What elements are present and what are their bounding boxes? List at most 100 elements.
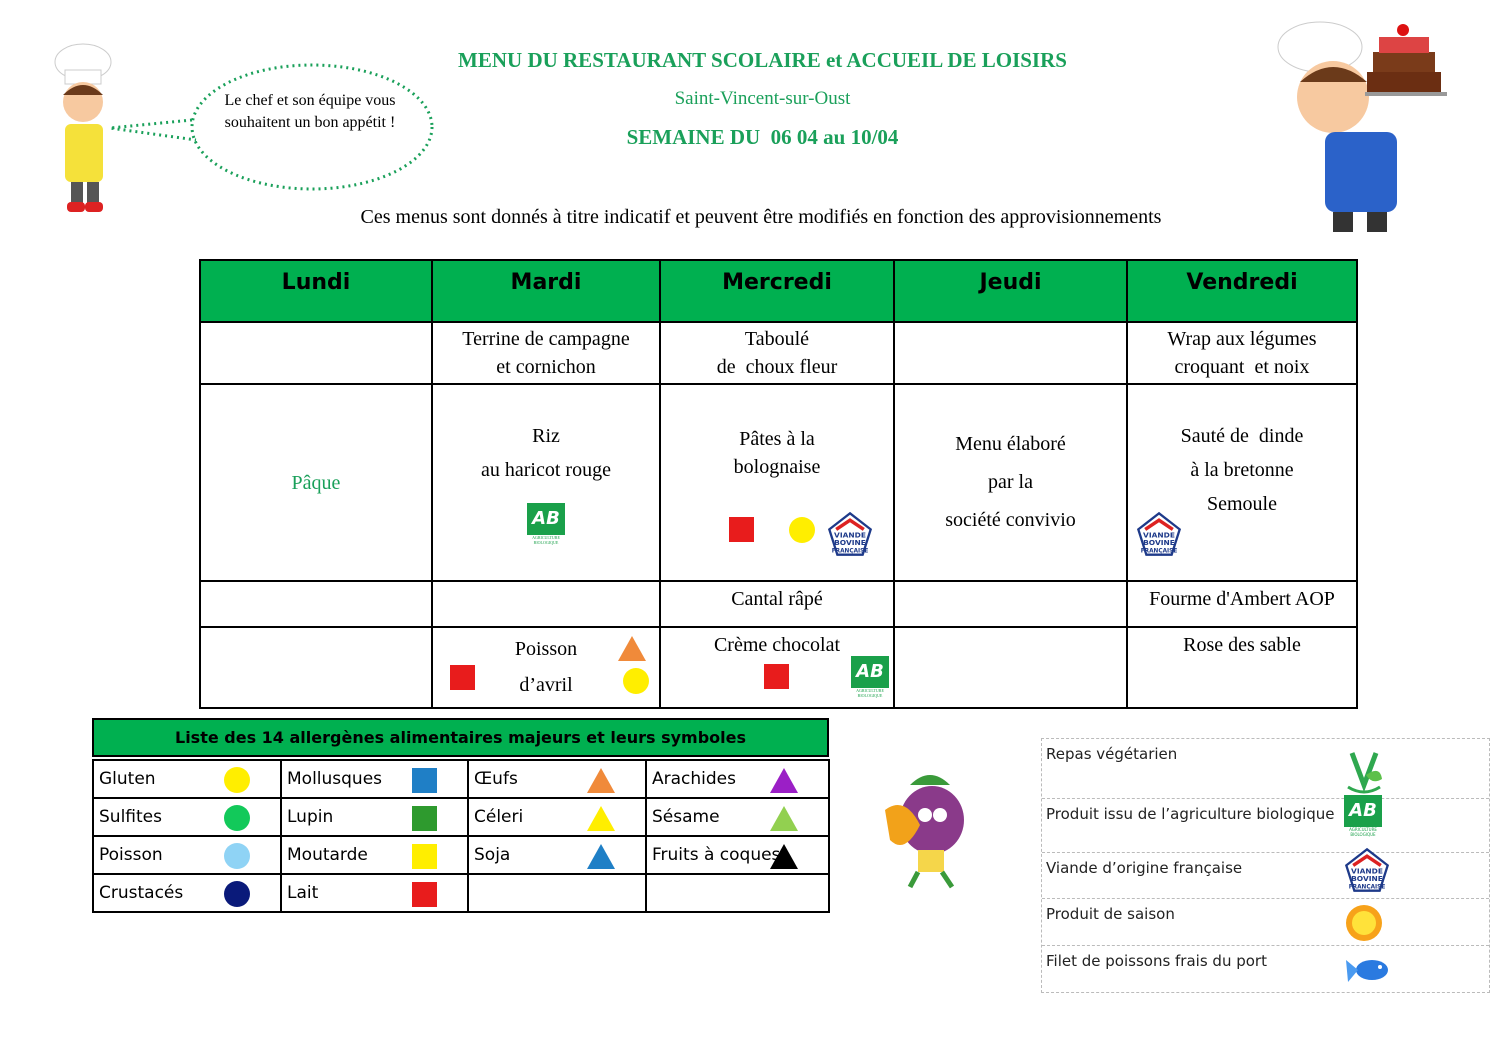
day-header: Vendredi [1126, 259, 1358, 323]
crustacés-circle-icon [224, 881, 250, 907]
dish-line: Sauté de dinde [1180, 425, 1304, 447]
mollusques-square-icon [412, 768, 437, 793]
vbf-logo-line: VIANDE [1351, 866, 1383, 875]
dish-line: croquant et noix [1174, 356, 1310, 378]
allergen-label: Soja [474, 845, 511, 865]
chef-right-illustration [1277, 21, 1447, 232]
arachides-triangle-icon [770, 768, 798, 793]
ab-organic-icon: AB AGRICULTURE BIOLOGIQUE [851, 656, 889, 700]
ab-organic-icon: AB AGRICULTURE BIOLOGIQUE [1344, 795, 1382, 840]
dish-line: Crème chocolat [713, 634, 841, 656]
starter-cell: Wrap aux légumes croquant et noix [1126, 321, 1358, 385]
allergen-label: Fruits à coques [652, 845, 781, 865]
allergen-row: Sulfites Lupin Céleri Sésame [92, 797, 830, 837]
dish-line: au haricot rouge [481, 459, 611, 481]
allergen-cell: Gluten [92, 759, 282, 799]
town-name: Saint-Vincent-sur-Oust [674, 88, 851, 109]
legend-item: Produit de saison [1042, 899, 1489, 946]
main-cell: Riz au haricot rouge AB AGRICULTURE BIOLOG… [431, 383, 661, 582]
main-cell: Pâque [199, 383, 433, 582]
legend-item: Filet de poissons frais du port [1042, 946, 1489, 992]
cheese-cell [893, 580, 1128, 628]
bubble-line: Le chef et son équipe vous [224, 92, 396, 109]
starter-cell: Terrine de campagne et cornichon [431, 321, 661, 385]
vbf-logo-line: BOVINE [834, 538, 866, 547]
allergen-label: Crustacés [99, 883, 184, 903]
allergen-cell: Lupin [280, 797, 469, 837]
milk-allergen-icon [764, 664, 789, 689]
dessert-row: Poisson d’avril Crème chocolat AB AGRICUL… [199, 626, 1358, 709]
dish-line: Menu élaboré [955, 433, 1066, 455]
allergen-cell: Poisson [92, 835, 282, 875]
gluten-allergen-icon [623, 668, 649, 694]
dish-line: Terrine de campagne [462, 328, 630, 350]
dessert-cell: Rose des sable [1126, 626, 1358, 709]
beet-mascot-illustration [885, 775, 964, 889]
dish-line: Poisson [514, 638, 578, 660]
allergen-label: Céleri [474, 807, 524, 827]
allergen-label: Sulfites [99, 807, 162, 827]
menu-table: Lundi Mardi Mercredi Jeudi Vendredi Terr… [199, 259, 1358, 709]
milk-allergen-icon [729, 517, 754, 542]
vbf-logo-line: BOVINE [1351, 874, 1383, 883]
allergen-cell [467, 873, 647, 913]
cheese-cell: Fourme d'Ambert AOP [1126, 580, 1358, 628]
legend-label: Filet de poissons frais du port [1046, 952, 1267, 970]
allergen-label: Mollusques [287, 769, 383, 789]
dish-line: et cornichon [496, 356, 596, 378]
vbf-logo-line: FRANÇAISE [832, 548, 869, 554]
milk-allergen-icon [450, 665, 475, 690]
disclaimer: Ces menus sont donnés à titre indicatif … [360, 206, 1162, 228]
legend-label: Repas végétarien [1046, 745, 1178, 763]
dish-line: Semoule [1207, 493, 1277, 515]
sulfites-circle-icon [224, 805, 250, 831]
allergen-label: Arachides [652, 769, 736, 789]
legend-item: Viande d’origine française VIANDE BOVINE FR… [1042, 847, 1489, 899]
allergens-title: Liste des 14 allergènes alimentaires maj… [92, 718, 829, 757]
allergen-cell: Arachides [645, 759, 830, 799]
fish-icon [1344, 950, 1394, 994]
main-cell: Pâtes à la bolognaise VIANDE BOVINE FRANÇA… [659, 383, 895, 582]
allergen-row: Gluten Mollusques Œufs Arachides [92, 759, 830, 799]
allergen-cell: Lait [280, 873, 469, 913]
allergen-label: Œufs [474, 769, 518, 789]
sun-icon [1344, 903, 1384, 947]
starter-cell [893, 321, 1128, 385]
soja-triangle-icon [587, 844, 615, 869]
allergen-label: Moutarde [287, 845, 368, 865]
dish-line: société convivio [945, 509, 1076, 531]
allergens-table: Gluten Mollusques Œufs Arachides Sulfites Lup… [92, 759, 830, 913]
gluten-circle-icon [224, 767, 250, 793]
-ufs-triangle-icon [587, 768, 615, 793]
dish-line: Wrap aux légumes [1167, 328, 1317, 350]
allergen-cell: Moutarde [280, 835, 469, 875]
vbf-logo-line: BOVINE [1143, 538, 1175, 547]
vbf-logo-line: FRANÇAISE [1141, 548, 1178, 554]
allergen-label: Gluten [99, 769, 156, 789]
fruits-à-coques-triangle-icon [770, 844, 798, 869]
allergen-label: Poisson [99, 845, 163, 865]
days-header-row: Lundi Mardi Mercredi Jeudi Vendredi [199, 259, 1358, 323]
bubble-text: Le chef et son équipe vous souhaitent un… [195, 90, 425, 134]
legend-item: Repas végétarien [1042, 739, 1489, 799]
egg-allergen-icon [618, 636, 646, 661]
allergen-cell: Sulfites [92, 797, 282, 837]
allergen-cell: Sésame [645, 797, 830, 837]
gluten-allergen-icon [789, 517, 815, 543]
day-header: Lundi [199, 259, 433, 323]
dessert-cell [893, 626, 1128, 709]
main-row: Pâque Riz au haricot rouge AB AGRICULTURE… [199, 383, 1358, 582]
legend-item: Produit issu de l’agriculture biologique… [1042, 795, 1489, 853]
day-header: Mercredi [659, 259, 895, 323]
dish-line: d’avril [519, 674, 573, 696]
allergen-label: Sésame [652, 807, 720, 827]
allergen-cell: Soja [467, 835, 647, 875]
moutarde-square-icon [412, 844, 437, 869]
sésame-triangle-icon [770, 806, 798, 831]
legend-label: Produit issu de l’agriculture biologique [1046, 805, 1335, 823]
day-header: Jeudi [893, 259, 1128, 323]
dessert-cell: Poisson d’avril [431, 626, 661, 709]
allergen-cell: Mollusques [280, 759, 469, 799]
